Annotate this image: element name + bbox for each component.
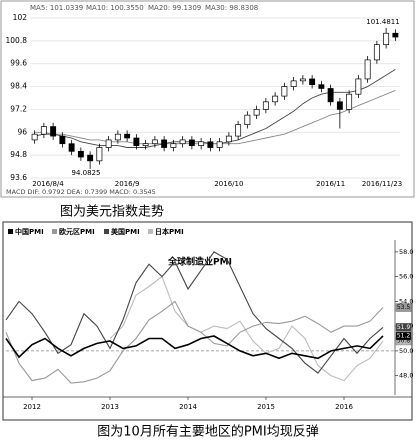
- legend-label: 中国PMI: [15, 227, 44, 236]
- annotation: 101.4811: [366, 18, 399, 26]
- candle-body: [170, 143, 177, 148]
- candle-body: [198, 141, 205, 146]
- x-tick-label: 2013: [101, 403, 119, 411]
- legend-swatch: [148, 229, 153, 234]
- legend-label: 美国PMI: [111, 227, 140, 236]
- macd-label: MACD DIF: 0.9792 DEA: 0.7399 MACD: 0.354…: [6, 188, 156, 196]
- candle-body: [87, 154, 94, 162]
- candle-body: [133, 137, 140, 146]
- legend-swatch: [8, 229, 13, 234]
- candle-body: [373, 44, 380, 61]
- end-label: 53.5: [397, 304, 411, 311]
- candle-body: [96, 147, 103, 162]
- candle-body: [151, 139, 158, 145]
- candle-body: [355, 78, 362, 95]
- candle-body: [262, 101, 269, 110]
- candle-body: [124, 133, 131, 139]
- y-tick-label: 98.4: [10, 82, 27, 91]
- top-frame: [0, 0, 415, 198]
- candle-body: [68, 143, 75, 152]
- candle-body: [309, 78, 316, 86]
- candle-body: [392, 32, 399, 38]
- end-label-box: [395, 303, 412, 312]
- candle-body: [114, 133, 121, 141]
- candle-body: [235, 124, 242, 137]
- chart-title: 全球制造业PMI: [167, 256, 232, 268]
- candle-body: [336, 101, 343, 110]
- y-tick-label: 48.0: [399, 372, 413, 380]
- series-line: [109, 275, 384, 382]
- end-label-box: [395, 323, 412, 332]
- y-tick-label: 93.6: [10, 173, 27, 182]
- series-line: [5, 335, 384, 360]
- y-tick-label: 94.8: [10, 150, 27, 159]
- ma-line: [34, 89, 396, 145]
- x-tick-label: 2016/11: [316, 180, 345, 188]
- candle-body: [383, 32, 390, 46]
- candle-body: [216, 141, 223, 148]
- candle-body: [244, 114, 251, 126]
- end-label-box: [395, 331, 412, 341]
- legend-label: 日本PMI: [155, 227, 184, 236]
- y-tick-label: 100.8: [6, 36, 28, 45]
- candle-body: [281, 86, 288, 97]
- candle-body: [327, 88, 334, 103]
- candle-body: [272, 95, 279, 103]
- candle-body: [142, 143, 149, 146]
- x-tick-label: 2016/11/23: [362, 180, 402, 188]
- candle-body: [40, 126, 47, 135]
- candle-body: [318, 84, 325, 89]
- end-label: 51.2: [397, 333, 411, 340]
- candle-body: [290, 80, 297, 87]
- candle-body: [207, 141, 214, 148]
- y-tick-label: 99.6: [10, 59, 27, 68]
- candle-body: [50, 126, 57, 137]
- series-line: [5, 251, 384, 374]
- y-tick-label: 50.0: [399, 347, 413, 355]
- y-tick-label: 54.0: [399, 297, 413, 305]
- end-label: 51.9: [397, 324, 411, 331]
- candle-body: [31, 133, 38, 141]
- end-label: 50.8: [397, 337, 411, 344]
- candle-body: [225, 135, 232, 143]
- y-tick-label: 97.2: [10, 104, 27, 113]
- candle-body: [179, 139, 186, 145]
- x-tick-label: 2014: [179, 403, 197, 411]
- x-tick-label: 2016: [335, 403, 353, 411]
- y-tick-label: 58.0: [399, 248, 413, 256]
- candle-body: [105, 139, 112, 148]
- x-tick-label: 2016/8/4: [32, 180, 64, 188]
- candle-body: [59, 135, 66, 145]
- legend-swatch: [52, 229, 57, 234]
- y-tick-label: 102: [13, 13, 28, 22]
- bottom-frame: [2, 221, 413, 421]
- legend-label: 欧元区PMI: [59, 227, 95, 236]
- candle-body: [253, 109, 260, 116]
- y-tick-label: 56.0: [399, 273, 413, 281]
- candle-body: [346, 93, 353, 110]
- ma-label: MA10: 100.3550: [86, 4, 144, 12]
- x-tick-label: 2012: [23, 403, 41, 411]
- candle-body: [77, 150, 84, 158]
- candle-body: [364, 59, 371, 80]
- ma-label: MA30: 98.8308: [205, 4, 258, 12]
- candle-body: [161, 139, 168, 148]
- ma-label: MA20: 99.1309: [148, 4, 201, 12]
- x-tick-label: 2016/10: [214, 180, 243, 188]
- candle-body: [299, 78, 306, 82]
- caption: 图为10月所有主要地区的PMI均现反弹: [97, 424, 318, 440]
- series-line: [5, 300, 384, 384]
- caption: 图为美元指数走势: [60, 204, 164, 220]
- y-tick-label: 96: [17, 127, 27, 136]
- x-tick-label: 2015: [257, 403, 275, 411]
- candle-body: [188, 139, 195, 146]
- x-tick-label: 2016/9: [115, 180, 140, 188]
- annotation: 94.0825: [72, 169, 101, 177]
- legend-swatch: [104, 229, 109, 234]
- ma-label: MA5: 101.0339: [30, 4, 83, 12]
